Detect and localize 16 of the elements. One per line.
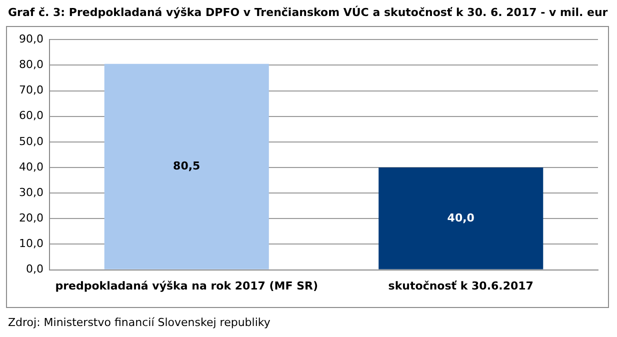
chart-title: Graf č. 3: Predpokladaná výška DPFO v Trenčianskom VÚC a skutočnosť k 30. 6. 2017 - v mil. eur (8, 6, 608, 19)
y-tick-label: 0,0 (26, 262, 44, 276)
y-tick-label: 80,0 (18, 58, 44, 72)
data-label: 40,0 (447, 211, 475, 224)
y-tick-label: 50,0 (18, 134, 44, 148)
y-tick-label: 30,0 (18, 186, 44, 199)
y-tick-label: 70,0 (18, 84, 44, 97)
x-tick-label: predpokladaná výška na rok 2017 (MF SR) (55, 279, 318, 292)
data-label: 80,5 (173, 159, 200, 172)
text: Zdroj: Ministerstvo financií Slovenskej republiky (8, 316, 270, 329)
y-tick-label: 60,0 (18, 109, 44, 122)
y-tick-label: 20,0 (18, 212, 44, 225)
y-tick-label: 10,0 (18, 237, 44, 250)
x-tick-label: skutočnosť k 30.6.2017 (388, 279, 534, 292)
y-tick-label: 90,0 (18, 32, 44, 46)
y-tick-label: 40,0 (18, 160, 44, 174)
